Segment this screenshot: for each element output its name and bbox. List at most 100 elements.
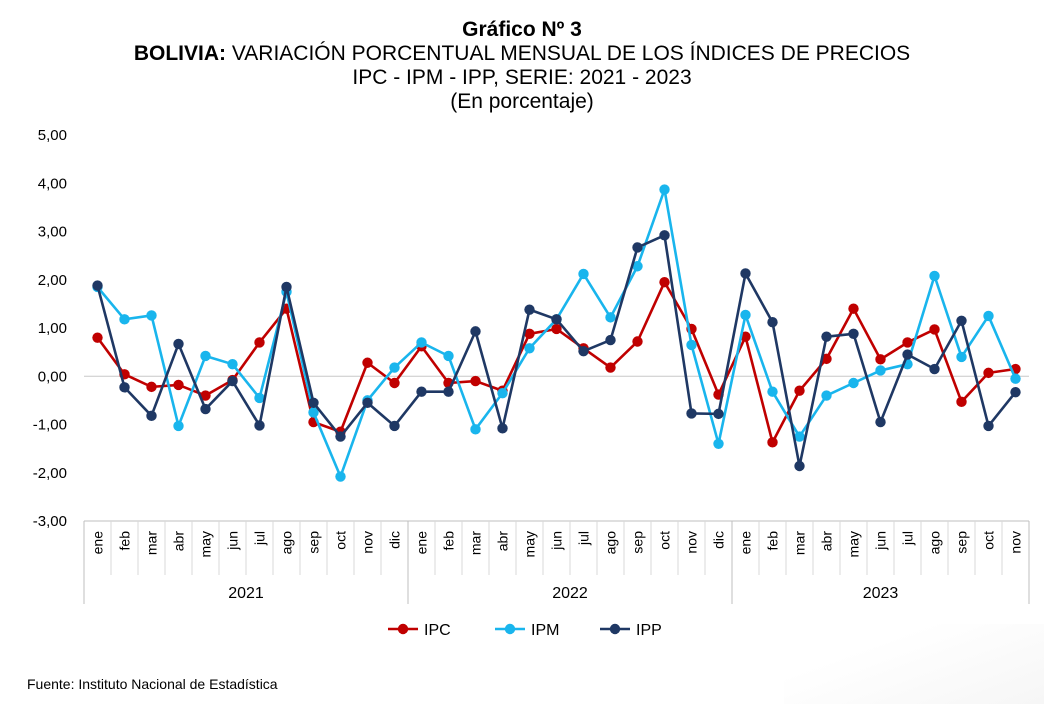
y-tick-label: -1,00 — [33, 417, 67, 434]
data-point-ipc — [146, 381, 157, 393]
x-tick-label: jul — [900, 531, 916, 546]
data-point-ipm — [713, 438, 724, 449]
data-point-ipm — [767, 386, 778, 397]
data-point-ipp — [443, 386, 454, 397]
data-point-ipp — [470, 326, 481, 337]
subtitle-country: BOLIVIA: — [133, 42, 226, 65]
data-point-ipp — [524, 304, 535, 315]
data-point-ipp — [497, 423, 508, 434]
x-tick-label: mar — [792, 531, 808, 555]
y-tick-label: 1,00 — [38, 320, 67, 337]
x-tick-label: nov — [360, 531, 376, 554]
x-tick-label: ago — [603, 531, 619, 555]
data-point-ipm — [119, 314, 130, 325]
data-point-ipc — [470, 375, 481, 387]
data-point-ipc — [524, 328, 535, 339]
year-label: 2021 — [228, 585, 264, 602]
x-tick-label: ago — [927, 531, 943, 555]
data-point-ipc — [821, 353, 832, 365]
data-point-ipm — [1010, 373, 1021, 384]
data-point-ipm — [632, 261, 643, 272]
x-tick-label: feb — [765, 531, 781, 551]
chart-title: Gráfico Nº 3 — [462, 18, 582, 41]
data-point-ipp — [146, 410, 157, 422]
data-point-ipp — [308, 397, 319, 408]
data-point-ipc — [389, 377, 400, 389]
data-point-ipp — [632, 242, 643, 253]
legend-marker-ipm — [504, 623, 516, 635]
series-line-ipp — [96, 234, 1017, 468]
data-point-ipp — [335, 431, 346, 442]
chart-unit: (En porcentaje) — [450, 90, 594, 113]
x-tick-label: may — [198, 531, 214, 557]
data-point-ipc — [200, 390, 211, 401]
decorative-corner — [784, 624, 1044, 704]
legend-label-ipm: IPM — [531, 622, 559, 639]
data-point-ipm — [389, 362, 400, 373]
x-tick-label: jun — [225, 531, 241, 551]
y-tick-label: 5,00 — [38, 127, 67, 144]
x-tick-label: jul — [252, 531, 268, 546]
data-point-ipc — [740, 331, 751, 342]
data-point-ipp — [713, 408, 724, 420]
legend-label-ipc: IPC — [424, 622, 451, 639]
data-point-ipm — [983, 310, 994, 322]
y-tick-label: 3,00 — [38, 224, 67, 241]
legend-marker-ipp — [609, 623, 621, 635]
data-point-ipm — [875, 365, 886, 376]
source-note: Fuente: Instituto Nacional de Estadístic… — [27, 676, 278, 692]
x-tick-label: dic — [711, 531, 727, 549]
subtitle-text: VARIACIÓN PORCENTUAL MENSUAL DE LOS ÍNDI… — [225, 42, 911, 65]
data-point-ipc — [902, 337, 913, 348]
data-point-ipp — [578, 345, 589, 357]
data-point-ipp — [659, 230, 670, 241]
data-point-ipp — [686, 408, 697, 419]
x-tick-label: sep — [306, 531, 322, 554]
data-point-ipc — [956, 396, 967, 408]
data-point-ipm — [146, 310, 157, 321]
chart-header: Gráfico Nº 3 BOLIVIA: VARIACIÓN PORCENTU… — [0, 18, 1044, 114]
x-tick-label: jun — [549, 531, 565, 551]
x-tick-label: ago — [279, 531, 295, 555]
legend-label-ipp: IPP — [636, 622, 662, 639]
x-tick-label: oct — [657, 531, 673, 550]
data-point-ipc — [92, 332, 103, 343]
x-tick-label: may — [522, 531, 538, 557]
data-point-ipp — [200, 403, 211, 415]
y-tick-label: 2,00 — [38, 272, 67, 289]
data-point-ipc — [173, 379, 184, 391]
x-tick-label: sep — [630, 531, 646, 554]
data-point-ipp — [281, 281, 292, 293]
x-tick-label: abr — [495, 531, 511, 552]
data-point-ipp — [227, 375, 238, 387]
data-point-ipm — [200, 350, 211, 362]
y-tick-label: -3,00 — [33, 513, 67, 530]
x-tick-label: ene — [738, 531, 754, 555]
chart-subtitle: BOLIVIA: VARIACIÓN PORCENTUAL MENSUAL DE… — [0, 42, 1044, 66]
data-point-ipc — [929, 324, 940, 335]
data-point-ipm — [524, 343, 535, 354]
x-tick-label: feb — [441, 531, 457, 551]
data-point-ipp — [794, 460, 805, 472]
x-tick-label: dic — [387, 531, 403, 549]
y-tick-label: -2,00 — [33, 465, 67, 482]
data-point-ipc — [794, 385, 805, 396]
data-point-ipp — [983, 420, 994, 432]
x-tick-label: jul — [576, 531, 592, 546]
data-point-ipm — [578, 268, 589, 280]
x-tick-label: abr — [819, 531, 835, 552]
data-point-ipp — [1010, 386, 1021, 398]
data-point-ipp — [254, 420, 265, 431]
legend-marker-ipc — [397, 623, 409, 635]
x-tick-label: ene — [90, 531, 106, 555]
data-point-ipp — [173, 338, 184, 350]
data-point-ipc — [551, 323, 562, 335]
x-tick-label: mar — [468, 531, 484, 555]
data-point-ipp — [416, 386, 427, 397]
x-tick-label: oct — [333, 531, 349, 550]
data-point-ipc — [659, 276, 670, 288]
data-point-ipm — [416, 337, 427, 348]
data-point-ipm — [821, 390, 832, 401]
data-point-ipm — [659, 184, 670, 195]
